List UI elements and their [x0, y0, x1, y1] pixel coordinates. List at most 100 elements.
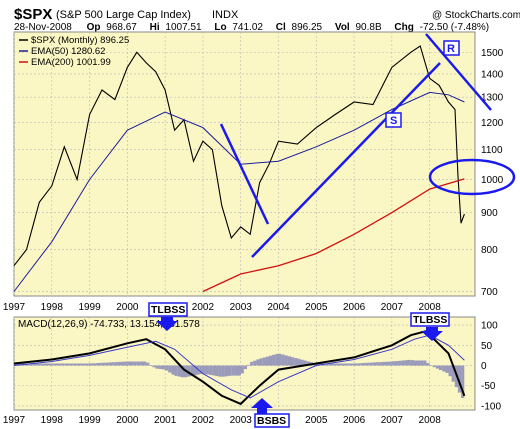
macd-x-tick-2006: 2006: [343, 415, 366, 426]
macd-hist-bar-90: [297, 358, 301, 366]
macd-hist-bar-21: [80, 363, 84, 366]
macd-hist-bar-7: [36, 363, 40, 366]
macd-hist-bar-60: [202, 365, 206, 374]
macd-hist-bar-106: [347, 363, 351, 366]
quote-chg-label: Chg: [394, 22, 413, 33]
macd-hist-bar-22: [83, 363, 87, 366]
price-y-tick-1400: 1400: [481, 69, 504, 80]
macd-hist-bar-86: [284, 355, 288, 366]
macd-hist-bar-85: [281, 354, 285, 366]
macd-hist-bar-28: [102, 362, 106, 366]
macd-hist-bar-139: [451, 365, 455, 382]
macd-hist-bar-65: [218, 365, 222, 377]
macd-hist-bar-31: [111, 362, 115, 366]
macd-hist-bar-114: [372, 362, 377, 366]
macd-hist-bar-49: [168, 365, 172, 373]
macd-hist-bar-73: [243, 365, 247, 370]
legend-spx: $SPX (Monthly) 896.25: [31, 35, 129, 46]
legend-macd: MACD(12,26,9) -74.733, 13.154, -61.578: [18, 319, 200, 330]
macd-hist-bar-11: [48, 363, 52, 366]
macd-hist-bar-33: [117, 361, 121, 366]
macd-hist-bar-117: [382, 361, 386, 366]
price-y-tick-1100: 1100: [481, 145, 503, 156]
macd-y-tick-100: 100: [481, 321, 498, 332]
price-x-tick-2004: 2004: [267, 302, 290, 313]
macd-hist-bar-93: [306, 361, 310, 366]
macd-hist-bar-88: [291, 357, 295, 366]
macd-hist-bar-115: [376, 362, 380, 366]
macd-hist-bar-89: [294, 358, 298, 366]
label-r: R: [447, 43, 455, 55]
tlbss-top: TLBSS: [413, 314, 447, 326]
chart-exchange: INDX: [212, 9, 239, 21]
macd-hist-bar-35: [124, 361, 128, 366]
tlbss-left: TLBSS: [151, 304, 185, 316]
macd-x-ticks: 1997199819992000200120022003200420052006…: [3, 415, 441, 426]
tlbss-left-box: [148, 302, 188, 317]
series-ema-200-: [202, 178, 465, 293]
macd-hist-bar-113: [369, 362, 373, 366]
macd-hist-bar-63: [212, 365, 216, 376]
quote-op: 968.67: [106, 22, 137, 33]
macd-hist-bar-77: [256, 359, 260, 366]
bsbs: BSBS: [257, 415, 286, 427]
macd-hist-bar-55: [187, 365, 191, 377]
label-s: S: [390, 115, 397, 127]
macd-hist-bar-20: [76, 363, 81, 366]
macd-x-tick-1999: 1999: [78, 415, 101, 426]
macd-hist-bar-16: [64, 363, 68, 366]
macd-hist-bar-62: [209, 365, 213, 375]
macd-hist-bar-70: [234, 365, 238, 376]
macd-hist-bar-19: [73, 363, 77, 366]
macd-hist-bar-27: [98, 362, 103, 366]
macd-hist-bar-64: [215, 365, 219, 377]
price-x-tick-2005: 2005: [305, 302, 328, 313]
macd-hist-bar-84: [278, 353, 282, 366]
macd-hist-bar-23: [86, 363, 90, 366]
trendline-support-s: [251, 62, 441, 258]
macd-hist-bar-71: [237, 365, 241, 376]
macd-hist-bar-68: [228, 365, 232, 376]
macd-x-tick-2003: 2003: [230, 415, 253, 426]
macd-hist-bar-103: [338, 363, 342, 366]
macd-hist-bar-32: [114, 362, 118, 366]
price-x-tick-2007: 2007: [381, 302, 404, 313]
macd-hist-bar-40: [139, 361, 144, 366]
macd-hist-bar-29: [105, 362, 109, 366]
price-x-tick-2003: 2003: [230, 302, 253, 313]
macd-hist-bar-131: [426, 363, 430, 366]
macd-hist-bar-99: [325, 363, 329, 366]
macd-hist-bar-111: [363, 362, 367, 366]
macd-hist-bar-123: [401, 360, 405, 366]
macd-hist-bar-0: [13, 363, 18, 366]
macd-hist-bar-30: [108, 362, 112, 366]
macd-hist-bar-142: [461, 365, 465, 398]
quote-cl-label: Cl: [276, 22, 286, 33]
macd-hist-bar-72: [240, 365, 244, 374]
macd-hist-bar-45: [155, 365, 159, 369]
annotations: R S TLBSS TLBSS BSBS: [148, 33, 516, 428]
macd-hist-bar-116: [379, 362, 383, 366]
macd-hist-bar-48: [165, 365, 169, 371]
macd-y-tick--100: -100: [481, 401, 501, 412]
price-y-tick-800: 800: [481, 245, 498, 256]
macd-hist-bar-37: [130, 361, 134, 366]
macd-hist-bar-26: [95, 363, 99, 366]
macd-hist-bar-102: [335, 363, 339, 366]
macd-y-ticks: -100 -50 0 50 100: [481, 321, 501, 413]
macd-hist-bar-136: [442, 365, 446, 372]
price-y-tick-1200: 1200: [481, 118, 504, 129]
macd-hist-bar-74: [246, 364, 251, 366]
price-y-ticks: 700 800 900 1000 1100 1200 1300 1400 1500: [481, 48, 504, 298]
macd-hist-bar-109: [357, 363, 361, 366]
price-y-tick-700: 700: [481, 287, 498, 298]
macd-hist-bar-9: [42, 363, 46, 366]
macd-hist-bar-141: [457, 365, 462, 393]
price-x-tick-2000: 2000: [116, 302, 139, 313]
watermark: @ StockCharts.com: [432, 10, 520, 21]
macd-hist-bar-101: [332, 363, 336, 366]
macd-hist-bar-41: [143, 361, 147, 366]
quote-op-label: Op: [87, 22, 101, 33]
macd-hist-bar-47: [161, 365, 166, 370]
